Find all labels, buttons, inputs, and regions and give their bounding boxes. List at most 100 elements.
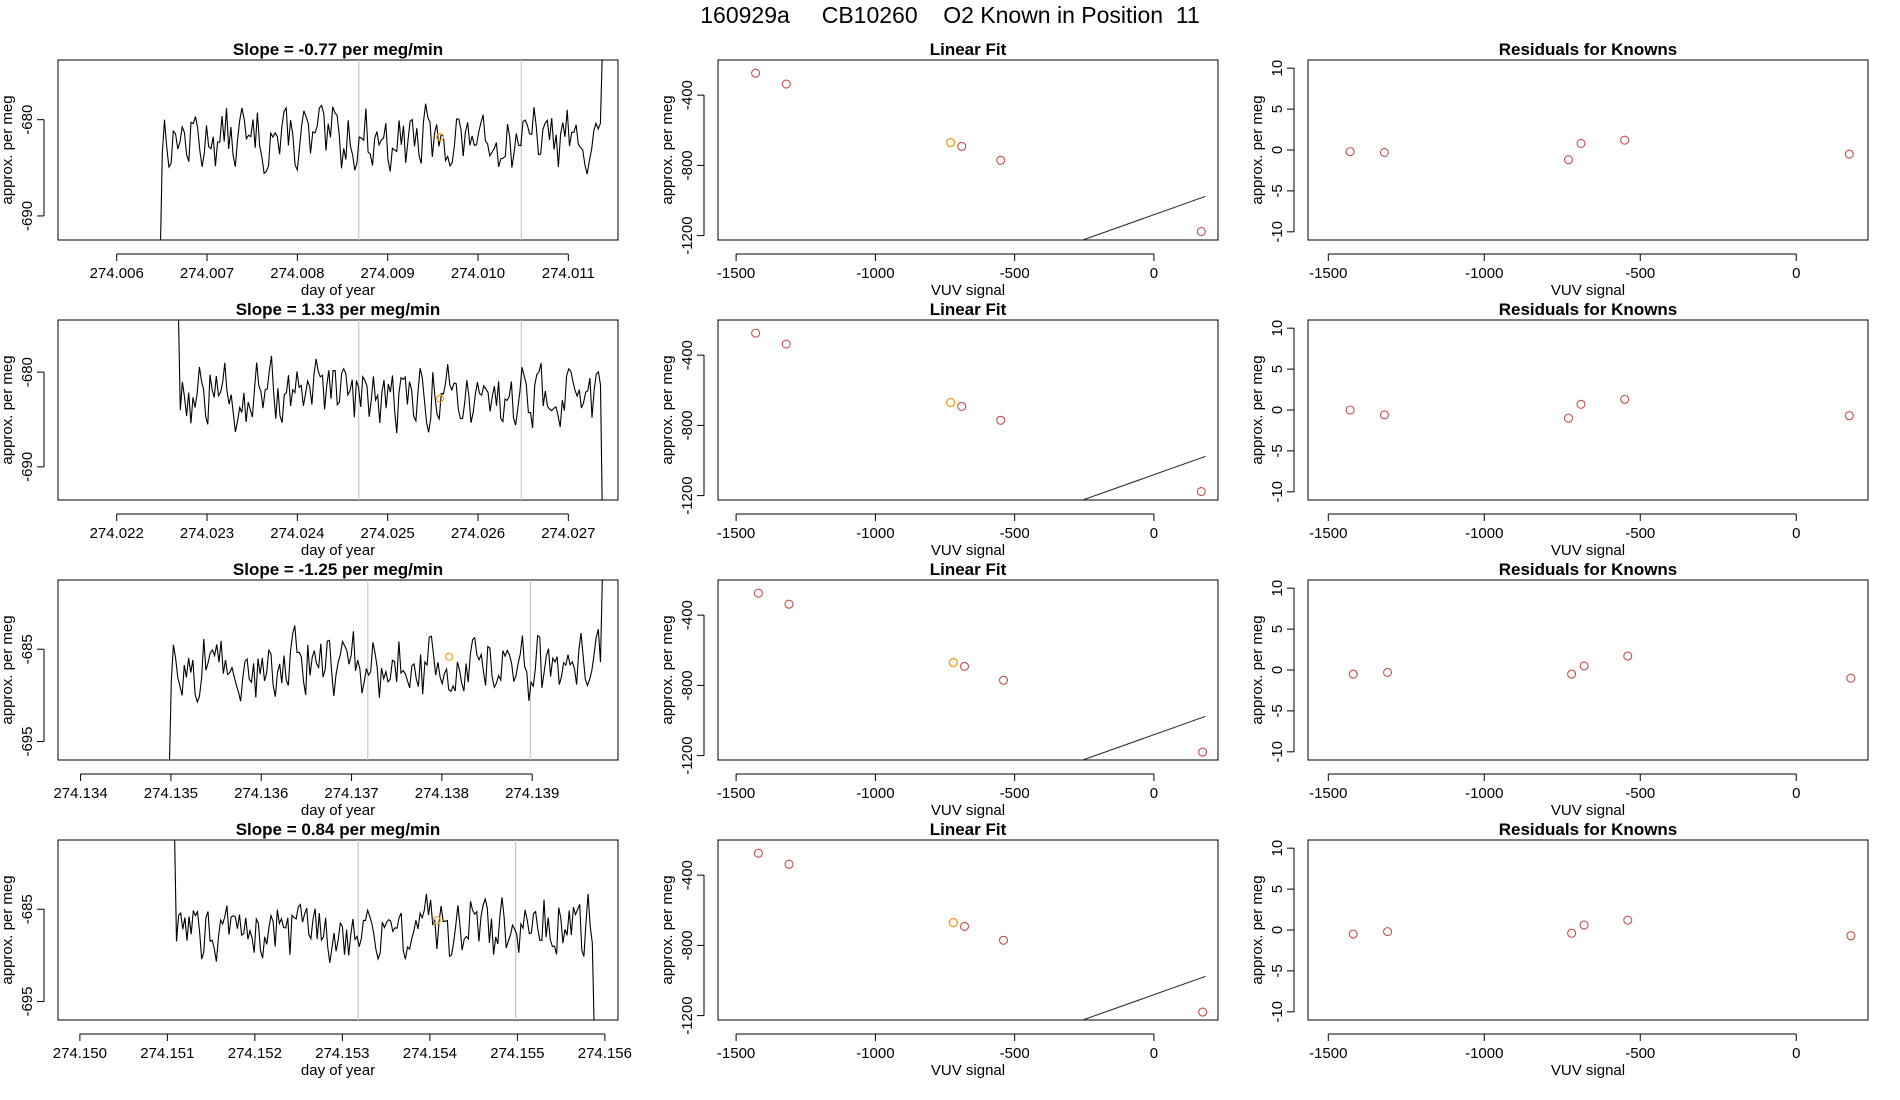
plot-title: Slope = -1.25 per meg/min [233, 560, 443, 579]
x-tick-label: 274.007 [180, 265, 234, 282]
unknown-point [948, 657, 959, 668]
x-tick-label: 274.154 [403, 1045, 457, 1062]
x-axis-label: VUV signal [1551, 282, 1625, 299]
panel-ts2: Slope = 1.33 per meg/min 274.022 274.023 27… [0, 300, 619, 559]
y-axis-label: approx. per meg [659, 95, 676, 204]
fit-point [1198, 1007, 1208, 1017]
y-axis-label: approx. per meg [0, 95, 16, 204]
x-tick-label: -1500 [717, 1045, 755, 1062]
y-tick-label: -680 [19, 357, 36, 387]
y-tick-label: -10 [1269, 1001, 1286, 1023]
time-series-line [178, 320, 603, 500]
fit-point [781, 79, 791, 89]
residual-point [1567, 928, 1577, 938]
residual-point [1579, 920, 1589, 930]
y-tick-label: -5 [1269, 444, 1286, 457]
residual-point [1567, 669, 1577, 679]
x-tick-label: 274.134 [53, 785, 107, 802]
x-axis-label: day of year [301, 1062, 375, 1079]
x-axis-label: day of year [301, 542, 375, 559]
y-tick-label: -400 [679, 80, 696, 110]
x-tick-label: -500 [1625, 265, 1655, 282]
y-tick-label: -1200 [679, 476, 696, 514]
y-tick-label: -10 [1269, 481, 1286, 503]
plot-frame [717, 319, 1219, 501]
unknown-point [945, 397, 956, 408]
residual-point [1383, 667, 1393, 678]
x-tick-label: -1500 [717, 785, 755, 802]
fit-point [1198, 747, 1208, 757]
mean-point [432, 916, 441, 925]
x-axis-label: VUV signal [931, 1062, 1005, 1079]
x-tick-label: -1000 [856, 785, 894, 802]
residual-point [1348, 669, 1358, 679]
panel-res2: Residuals for Knowns -1500 -1000 -500 0 VUV s… [1249, 300, 1869, 559]
residual-point [1620, 135, 1630, 145]
plot-title: Slope = -0.77 per meg/min [233, 40, 443, 59]
panel-fit3: Linear Fit -1500 -1000 -500 0 VUV signal -1200… [659, 560, 1219, 819]
plot-title: Slope = 0.84 per meg/min [236, 820, 441, 839]
x-tick-label: -1000 [1465, 265, 1503, 282]
y-tick-label: -400 [679, 600, 696, 630]
y-tick-label: -800 [679, 930, 696, 960]
fit-line [1081, 195, 1206, 240]
y-tick-label: -1200 [679, 216, 696, 254]
fit-point [753, 588, 763, 598]
x-tick-label: -1500 [1309, 785, 1347, 802]
y-tick-label: 5 [1269, 625, 1286, 633]
x-tick-label: -1000 [1465, 525, 1503, 542]
plot-title: Residuals for Knowns [1499, 40, 1678, 59]
plot-frame [57, 59, 619, 241]
x-tick-label: 274.155 [490, 1045, 544, 1062]
y-tick-label: -400 [679, 860, 696, 890]
plot-title: Residuals for Knowns [1499, 820, 1678, 839]
x-tick-label: 274.138 [415, 785, 469, 802]
fit-point [957, 141, 967, 151]
x-tick-label: 274.024 [270, 525, 324, 542]
mean-point [435, 132, 445, 142]
panel-fit1: Linear Fit -1500 -1000 -500 0 VUV signal -1200… [659, 40, 1219, 299]
x-axis-label: VUV signal [931, 802, 1005, 819]
plot-frame [1307, 839, 1869, 1021]
x-tick-label: 274.156 [578, 1045, 632, 1062]
residual-point [1623, 651, 1633, 661]
y-tick-label: -5 [1269, 704, 1286, 717]
panel-res3: Residuals for Knowns -1500 -1000 -500 0 VUV s… [1249, 560, 1869, 819]
fit-line [1081, 455, 1206, 500]
mean-point [435, 394, 445, 403]
residual-point [1576, 399, 1586, 409]
fit-point [996, 415, 1006, 425]
x-tick-label: -1000 [1465, 785, 1503, 802]
y-tick-label: -800 [679, 670, 696, 700]
mean-point [444, 652, 454, 661]
plot-title: Linear Fit [930, 560, 1007, 579]
residual-point [1579, 661, 1589, 671]
panel-fit2: Linear Fit -1500 -1000 -500 0 VUV signal -1200… [659, 300, 1219, 559]
residual-point [1620, 394, 1630, 404]
y-tick-label: -5 [1269, 964, 1286, 977]
y-tick-label: -800 [679, 150, 696, 180]
y-tick-label: -695 [19, 987, 36, 1017]
x-tick-label: -1000 [856, 525, 894, 542]
y-tick-label: 5 [1269, 105, 1286, 113]
x-axis-label: VUV signal [1551, 542, 1625, 559]
y-axis-label: approx. per meg [0, 615, 16, 724]
plot-title: Linear Fit [930, 820, 1007, 839]
y-tick-label: -800 [679, 410, 696, 440]
residual-point [1563, 155, 1574, 165]
x-tick-label: 0 [1150, 1045, 1158, 1062]
x-tick-label: -500 [1000, 785, 1030, 802]
y-tick-label: -10 [1269, 221, 1286, 243]
x-tick-label: -500 [1625, 1045, 1655, 1062]
x-tick-label: 274.027 [541, 525, 595, 542]
x-axis-label: VUV signal [931, 282, 1005, 299]
fit-point [998, 935, 1009, 945]
x-tick-label: 274.152 [228, 1045, 282, 1062]
x-tick-label: 274.025 [361, 525, 415, 542]
fit-point [998, 675, 1009, 685]
x-tick-label: -500 [1000, 1045, 1030, 1062]
residual-point [1379, 147, 1389, 158]
x-tick-label: 274.153 [315, 1045, 369, 1062]
x-tick-label: -1500 [1309, 525, 1347, 542]
